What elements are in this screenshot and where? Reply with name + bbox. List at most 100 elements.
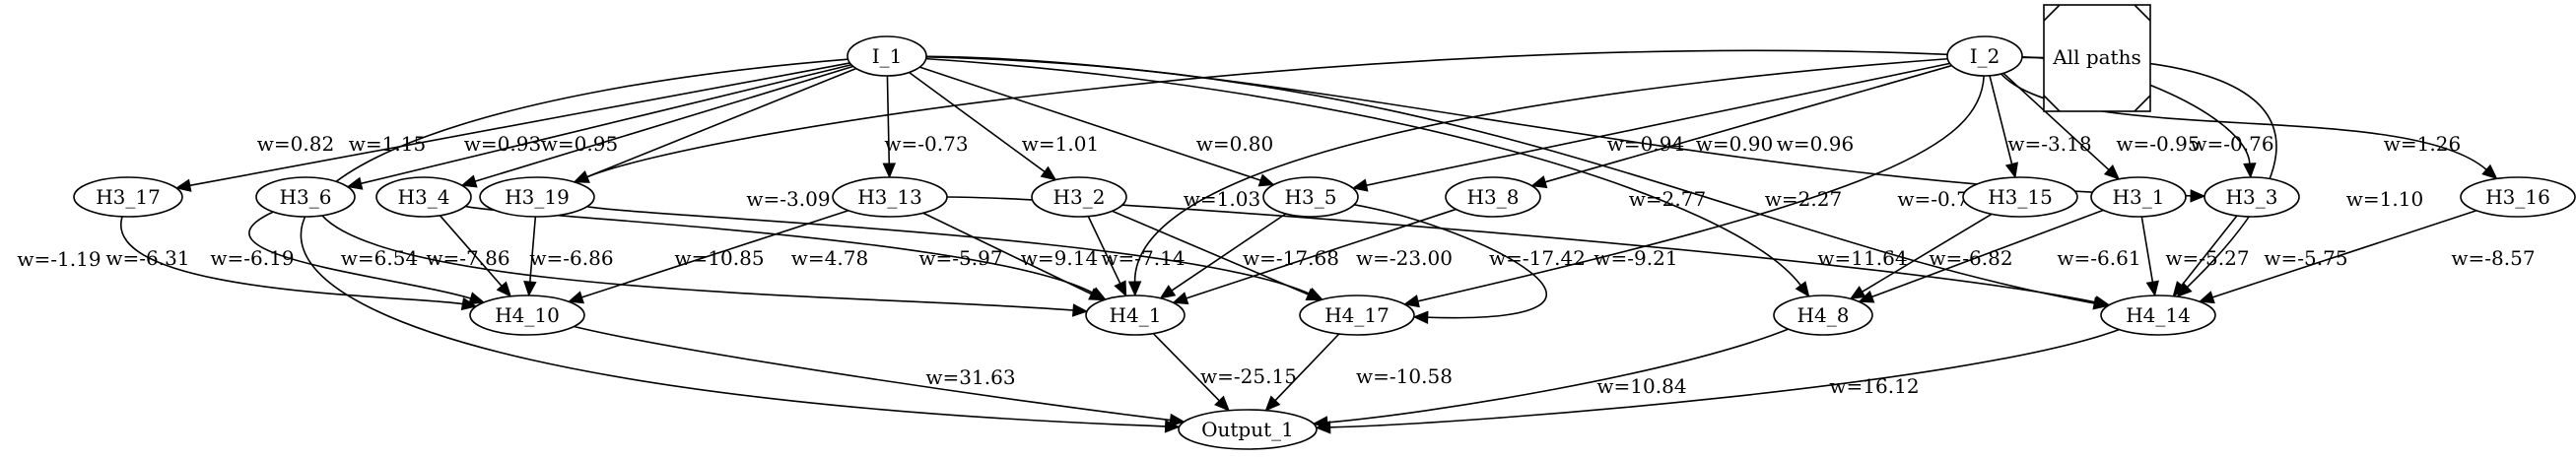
node-ellipse	[1962, 176, 2078, 218]
edge-weight-label: w=-6.31	[105, 246, 189, 270]
edge-arrowhead	[882, 163, 897, 179]
node-H3_6: H3_6	[255, 176, 356, 218]
edge-arrowhead	[2481, 164, 2498, 180]
edge-line	[2140, 216, 2154, 283]
edge-line	[1171, 213, 1287, 292]
legend-box	[2043, 4, 2151, 112]
edge-H4_1-to-Output_1: w=-25.15	[1152, 333, 1297, 412]
edge-line	[439, 215, 503, 287]
legend: All paths	[2043, 4, 2151, 112]
edge-I_1-to-H3_6: w=1.15	[346, 63, 852, 190]
edge-line	[189, 62, 850, 187]
edge-line	[1871, 209, 2104, 298]
edge-weight-label: w=-23.00	[1356, 246, 1453, 270]
edge-line	[886, 75, 891, 164]
edge-line	[1152, 333, 1220, 402]
edge-line	[925, 57, 1801, 287]
edge-arrowhead	[1530, 175, 1548, 189]
edge-arrowhead	[468, 292, 486, 305]
node-H3_19: H3_19	[479, 176, 595, 218]
node-ellipse	[479, 176, 595, 218]
node-label: H3_19	[505, 185, 570, 209]
edge-line	[248, 211, 471, 299]
edge-arrowhead	[1040, 165, 1057, 181]
node-ellipse	[1031, 176, 1127, 218]
edge-I_1-to-H4_8: w=2.77	[925, 57, 1810, 297]
node-H4_14: H4_14	[2100, 294, 2216, 336]
edge-H3_15-to-H4_8: w=-6.82	[1849, 213, 2013, 300]
edge-weight-label: w=1.01	[1022, 132, 1099, 156]
edge-weight-label: w=-7.14	[1101, 246, 1185, 270]
edge-line	[919, 66, 1261, 181]
edge-line	[1329, 328, 2120, 428]
node-ellipse	[1773, 294, 1873, 336]
edge-H3_6-to-H4_1: w=6.54	[321, 215, 1089, 317]
edge-weight-label: w=-17.68	[1243, 246, 1339, 270]
edge-arrowhead	[1214, 395, 1230, 412]
node-H3_13: H3_13	[832, 176, 948, 218]
edge-H3_5-to-H4_1: w=-17.68	[1159, 213, 1339, 299]
node-H4_8: H4_8	[1773, 294, 1873, 336]
edge-weight-label: w=11.64	[1817, 246, 1907, 270]
edge-line	[1326, 328, 1789, 424]
edge-line	[586, 67, 857, 178]
edge-weight-label: w=-0.95	[2116, 132, 2200, 156]
edge-arrowhead	[346, 176, 364, 190]
edge-weight-label: w=0.95	[541, 132, 618, 156]
edge-weight-label: w=0.80	[1196, 132, 1273, 156]
edge-H4_10-to-Output_1: w=31.63	[574, 325, 1186, 427]
edge-line	[474, 65, 854, 182]
node-label: I_1	[872, 44, 903, 68]
edge-weight-label: w=4.78	[791, 246, 868, 270]
edge-I_1-to-H3_4: w=0.93	[460, 65, 854, 188]
edge-arrowhead	[1315, 421, 1331, 434]
edge-H3_19-to-H4_17: w=9.14	[586, 205, 1323, 300]
edge-H4_17-to-Output_1: w=-10.58	[1264, 333, 1453, 412]
edge-line	[2002, 72, 2110, 170]
node-ellipse	[1445, 176, 1541, 218]
node-label: H4_8	[1797, 303, 1850, 327]
edge-line	[1989, 75, 2013, 164]
edge-weight-label: w=6.54	[341, 246, 418, 270]
node-label: I_2	[1970, 44, 2000, 68]
edge-weight-label: w=1.03	[1184, 187, 1260, 211]
edge-weight-label: w=2.77	[1629, 187, 1706, 211]
edge-line	[361, 63, 852, 185]
edge-line	[2212, 210, 2477, 298]
edge-weight-label: w=-17.42	[1489, 246, 1586, 270]
edge-H3_8-to-H4_1: w=-17.42	[1172, 208, 1586, 305]
node-ellipse	[1262, 176, 1359, 218]
edge-line	[1274, 333, 1340, 402]
edge-H3_1-to-H4_14: w=-5.27	[2140, 216, 2250, 297]
edge-H3_1-to-H4_8: w=-6.61	[1858, 209, 2141, 303]
edge-line	[1133, 57, 1948, 283]
node-label: H3_15	[1988, 185, 2053, 209]
edge-I_2-to-H3_8: w=0.90	[1530, 64, 1952, 189]
nodes-layer: I_1 I_2 H3_17 H3_6 H3_4 H3_19 H3_13 H3_2 H3_5 H3_…	[73, 35, 2576, 450]
edge-line	[1112, 210, 1309, 295]
edge-line	[586, 49, 1948, 178]
node-ellipse	[1085, 294, 1186, 336]
edge-arrowhead	[1127, 281, 1142, 297]
edge-weight-label: w=-0.73	[884, 132, 968, 156]
edge-arrowhead	[1858, 290, 1875, 303]
edge-H3_13-to-H4_1: w=-5.97	[918, 212, 1106, 301]
edge-line	[1186, 208, 1457, 299]
node-H3_16: H3_16	[2460, 176, 2576, 218]
node-H3_5: H3_5	[1262, 176, 1359, 218]
edge-line	[909, 71, 1046, 172]
edge-line	[574, 325, 1171, 422]
node-ellipse	[832, 176, 948, 218]
node-ellipse	[2090, 176, 2187, 218]
edge-weight-label: w=-6.86	[529, 246, 613, 270]
node-H3_8: H3_8	[1445, 176, 1541, 218]
edge-arrowhead	[2198, 291, 2215, 304]
node-label: H3_2	[1053, 185, 1106, 209]
edge-arrowhead	[1351, 178, 1369, 192]
node-label: H4_14	[2126, 303, 2191, 327]
node-H3_4: H3_4	[375, 176, 472, 218]
node-label: H3_1	[2113, 185, 2165, 209]
edge-line	[2181, 215, 2238, 287]
node-ellipse	[2100, 294, 2216, 336]
node-H3_1: H3_1	[2090, 176, 2187, 218]
